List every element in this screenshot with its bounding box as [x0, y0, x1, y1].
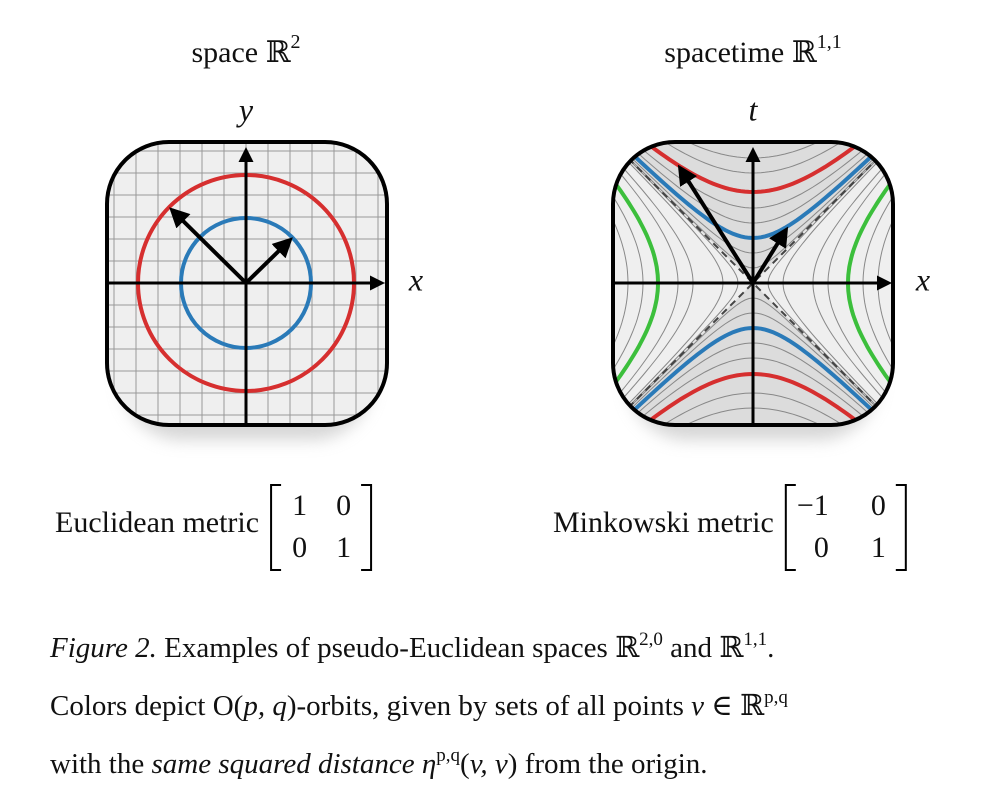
caption-run: ) from the origin. [507, 748, 708, 780]
caption-line: Colors depict O(p, q)-orbits, given by s… [50, 673, 788, 731]
matrix-entry: 0 [871, 489, 886, 522]
metric-label: Minkowski metric [553, 506, 774, 539]
caption-run: p,q [764, 687, 788, 708]
matrix-entry: 0 [292, 531, 307, 564]
caption-run [415, 748, 422, 780]
caption-line: with the same squared distance ηp,q(v, v… [50, 731, 788, 789]
caption-run: Colors depict O( [50, 690, 244, 722]
caption-run: Figure 2. [50, 632, 157, 664]
vector [244, 237, 293, 285]
matrix-entry: −1 [797, 489, 829, 522]
title-symbol: ℝ [792, 36, 818, 69]
title-text: spacetime [664, 36, 791, 69]
caption-run: same squared distance [151, 748, 415, 780]
caption-run: p,q [436, 745, 461, 766]
vertical-axis-label: t [749, 91, 759, 127]
vector [751, 226, 789, 285]
matrix-bracket [895, 484, 907, 571]
matrix-entry: 0 [336, 489, 351, 522]
vector [169, 207, 248, 285]
title-text: space [191, 36, 265, 69]
panel: spacetime ℝ1,1 t x Minkowski metric −1 0 0 1 [553, 31, 930, 571]
matrix-entry: 1 [336, 531, 351, 564]
caption-run: ( [460, 748, 470, 780]
matrix-bracket [270, 484, 282, 571]
matrix-entry: 1 [292, 489, 307, 522]
caption-run: v, v [469, 748, 508, 780]
horizontal-axis-label: x [915, 261, 930, 297]
vector [677, 164, 755, 285]
caption-run: and ℝ [662, 632, 744, 664]
metric-label: Euclidean metric [55, 506, 259, 539]
matrix-entry: 0 [814, 531, 829, 564]
title-sup: 2 [291, 31, 301, 53]
vertical-axis-label: y [236, 91, 254, 127]
light-cone [613, 142, 893, 425]
matrix-bracket [361, 484, 373, 571]
caption-run: p, q [243, 690, 287, 722]
title-sup: 1,1 [817, 31, 842, 53]
light-cone [613, 142, 893, 425]
caption-run: 1,1 [743, 629, 768, 650]
title-symbol: ℝ [266, 36, 292, 69]
caption-run: with the [50, 748, 152, 780]
caption-run: v [691, 690, 705, 722]
matrix-entry: 1 [871, 531, 886, 564]
panel-title: spacetime ℝ1,1 [664, 31, 841, 69]
horizontal-axis-label: x [408, 261, 423, 297]
caption-run: 2,0 [639, 629, 663, 650]
caption-run: . [767, 632, 775, 664]
matrix-bracket [784, 484, 796, 571]
caption-line: Figure 2. Examples of pseudo-Euclidean s… [50, 615, 788, 673]
panel-title: space ℝ2 [191, 31, 300, 69]
caption: Figure 2. Examples of pseudo-Euclidean s… [50, 615, 788, 789]
caption-run: ∈ ℝ [704, 690, 765, 722]
caption-run: Examples of pseudo-Euclidean spaces ℝ [156, 632, 640, 664]
caption-run: η [421, 748, 437, 780]
caption-run: )-orbits, given by sets of all points [286, 690, 692, 722]
